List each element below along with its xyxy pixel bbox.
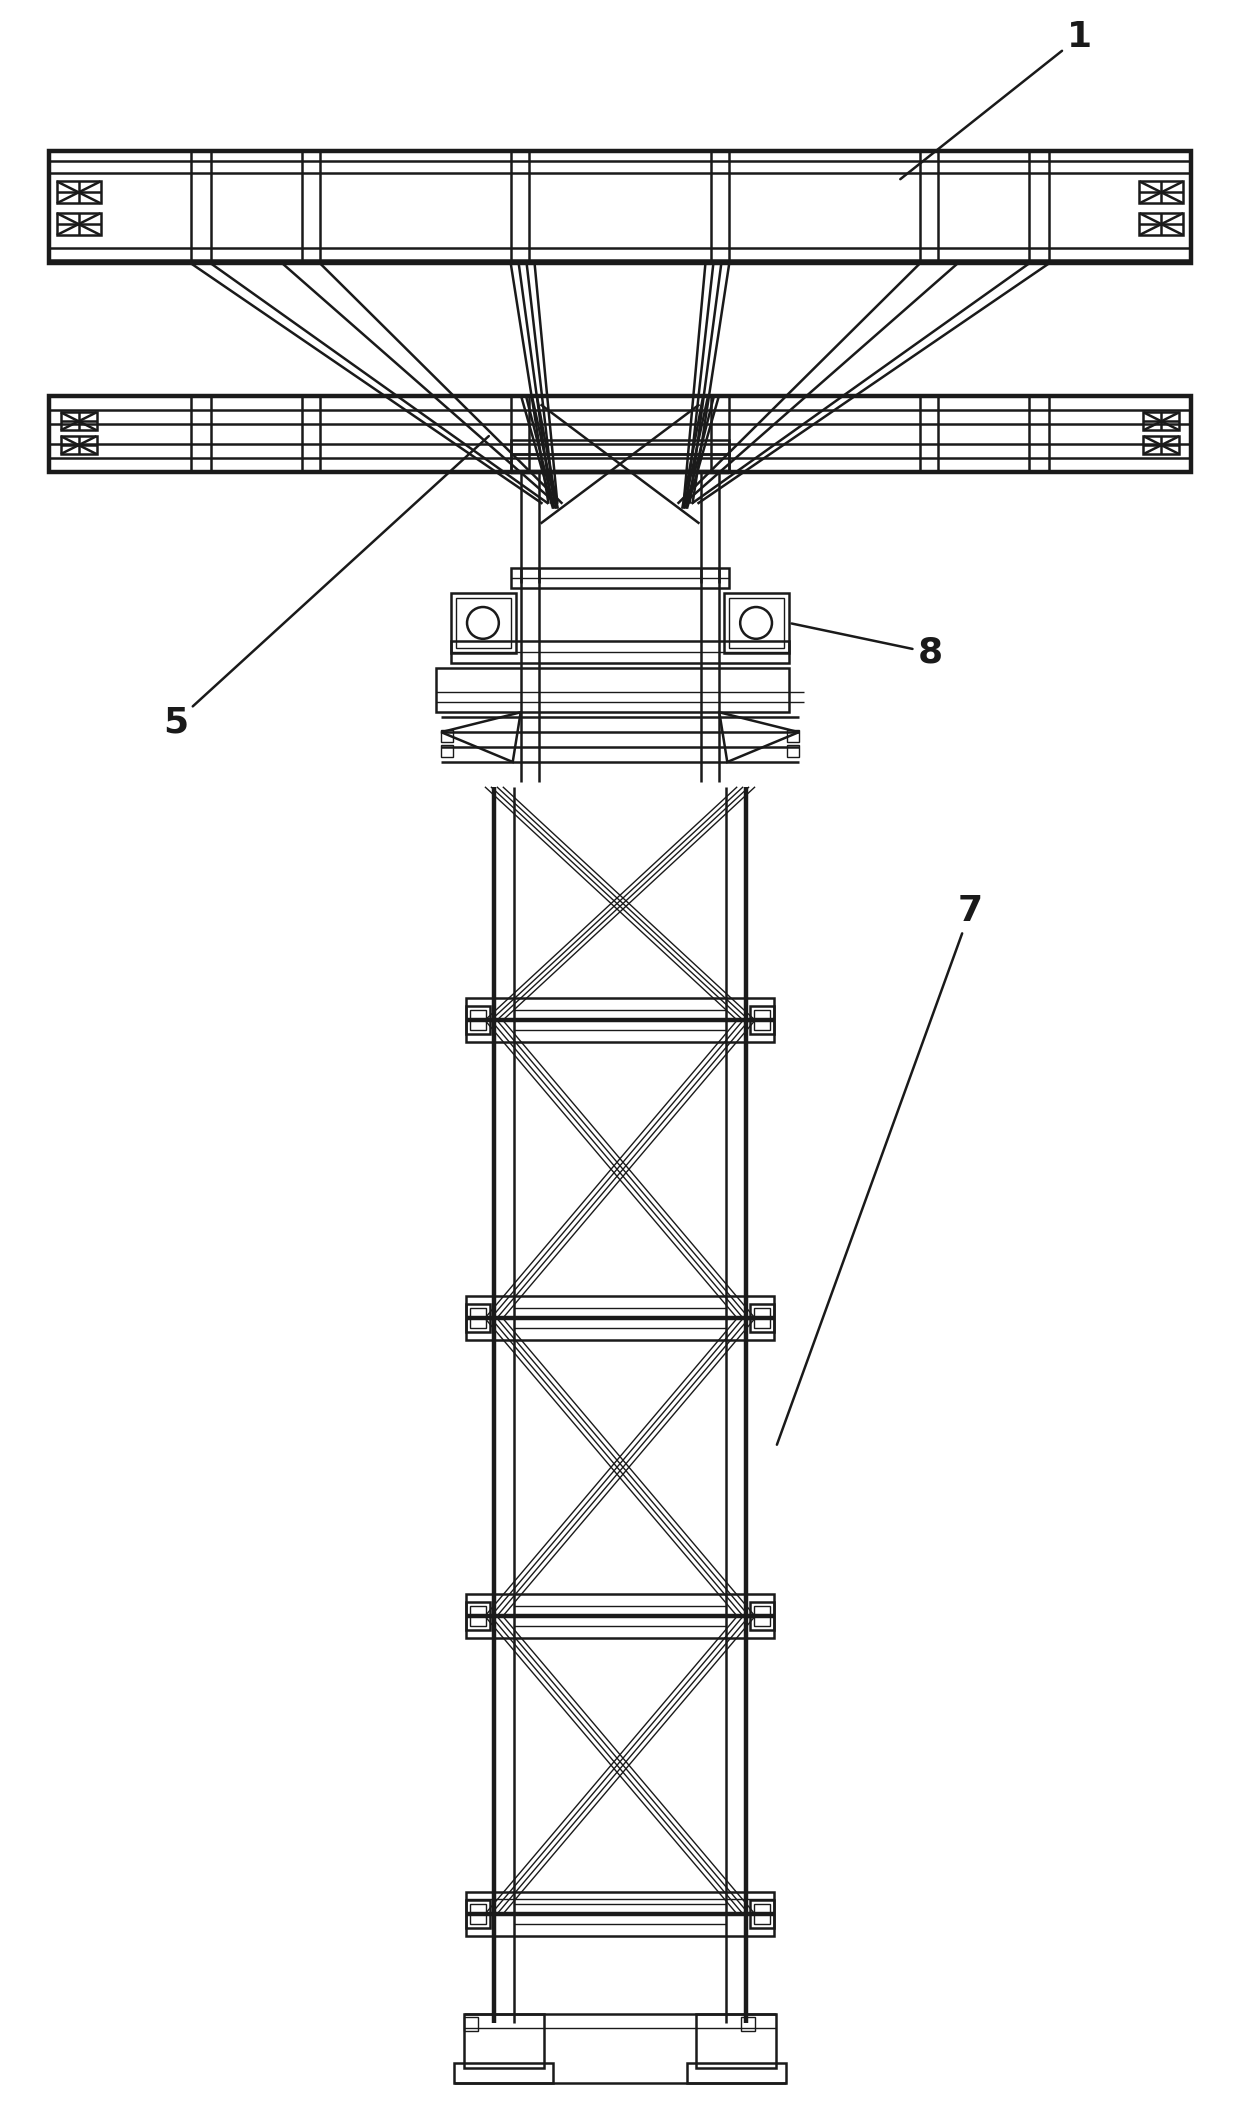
Bar bbox=[456, 599, 511, 647]
Bar bbox=[441, 744, 453, 757]
Bar bbox=[754, 1606, 770, 1625]
Bar bbox=[466, 1296, 774, 1341]
Bar bbox=[470, 1606, 486, 1625]
Bar bbox=[742, 2017, 755, 2032]
Bar bbox=[48, 396, 1192, 472]
Bar bbox=[470, 1309, 486, 1328]
Bar bbox=[464, 2017, 477, 2032]
Bar bbox=[1140, 181, 1183, 202]
Bar bbox=[754, 1010, 770, 1031]
Polygon shape bbox=[441, 713, 521, 761]
Bar bbox=[48, 152, 1192, 264]
Bar bbox=[470, 1904, 486, 1925]
Bar bbox=[61, 436, 97, 453]
Bar bbox=[466, 1893, 774, 1935]
Bar bbox=[436, 668, 789, 713]
Bar bbox=[1143, 436, 1179, 453]
Bar bbox=[441, 729, 453, 742]
Bar bbox=[724, 592, 789, 653]
Text: 5: 5 bbox=[162, 436, 489, 740]
Bar bbox=[511, 453, 729, 472]
Bar bbox=[466, 1899, 490, 1929]
Text: 7: 7 bbox=[777, 894, 983, 1444]
Bar bbox=[466, 1594, 774, 1638]
Bar bbox=[754, 1904, 770, 1925]
Bar bbox=[697, 2013, 776, 2068]
Bar bbox=[466, 1305, 490, 1332]
Bar bbox=[754, 1309, 770, 1328]
Bar bbox=[750, 1006, 774, 1035]
Bar bbox=[750, 1602, 774, 1629]
Bar bbox=[750, 1899, 774, 1929]
Bar bbox=[451, 592, 516, 653]
Bar bbox=[57, 181, 100, 202]
Bar bbox=[687, 2064, 786, 2083]
Bar bbox=[750, 1305, 774, 1332]
Bar bbox=[511, 569, 729, 588]
Bar bbox=[511, 441, 729, 453]
Bar bbox=[466, 1006, 490, 1035]
Bar bbox=[787, 744, 799, 757]
Bar bbox=[61, 413, 97, 430]
Bar bbox=[466, 1602, 490, 1629]
Polygon shape bbox=[719, 713, 799, 761]
Bar bbox=[466, 999, 774, 1041]
Bar bbox=[57, 213, 100, 234]
Bar bbox=[470, 1010, 486, 1031]
Bar bbox=[454, 2064, 553, 2083]
Text: 1: 1 bbox=[900, 19, 1092, 179]
Bar bbox=[1140, 213, 1183, 234]
Text: 8: 8 bbox=[791, 624, 944, 670]
Bar bbox=[729, 599, 784, 647]
Bar bbox=[451, 641, 789, 662]
Bar bbox=[787, 729, 799, 742]
Bar bbox=[464, 2013, 543, 2068]
Bar bbox=[1143, 413, 1179, 430]
